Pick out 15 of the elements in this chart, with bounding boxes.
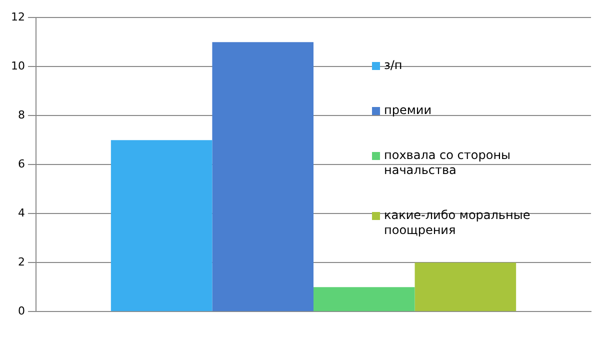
legend-label: похвала со стороны начальства — [384, 148, 512, 178]
y-tick-label: 0 — [18, 304, 25, 318]
bar — [314, 287, 415, 312]
y-tick-label: 4 — [18, 206, 25, 220]
y-tick-label: 2 — [18, 255, 25, 268]
y-tick-label: 10 — [10, 59, 25, 72]
legend-label: какие-либо моральные поощрения — [384, 208, 532, 238]
y-tick-label: 12 — [10, 10, 25, 24]
y-tick-label: 8 — [18, 108, 25, 122]
bar — [110, 140, 212, 312]
y-tick-label: 6 — [18, 157, 25, 170]
bar — [212, 42, 314, 312]
legend-label: з/п — [384, 58, 402, 73]
bar — [414, 262, 516, 312]
legend-label: премии — [384, 103, 432, 118]
